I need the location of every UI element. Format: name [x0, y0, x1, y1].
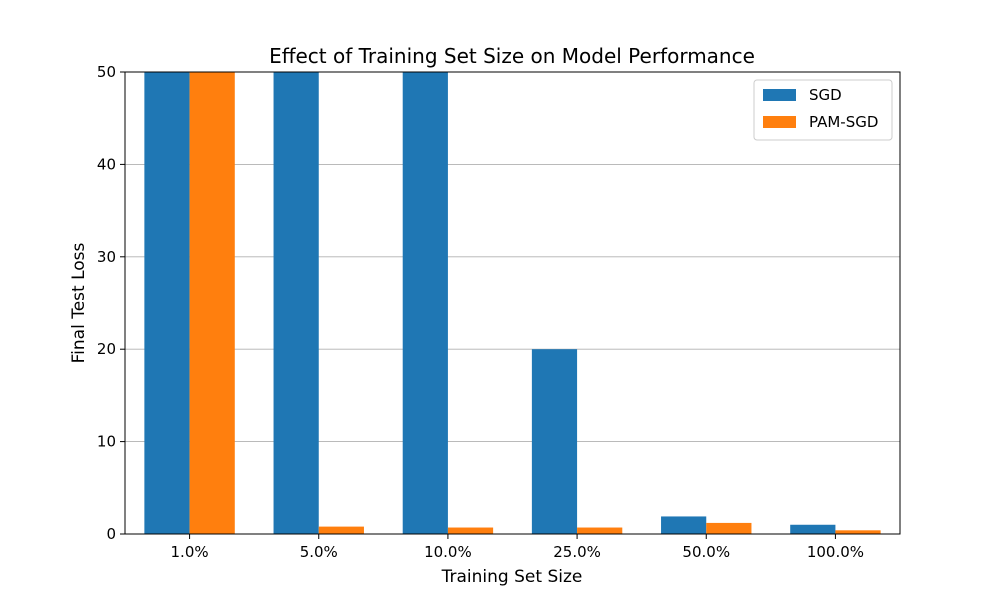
- bar-pam-sgd-25-0: [577, 527, 623, 534]
- x-tick-label-50-0: 50.0%: [682, 543, 730, 561]
- bar-sgd-10-0: [402, 72, 448, 534]
- bar-pam-sgd-1-0: [189, 72, 235, 534]
- legend-swatch-sgd: [763, 89, 796, 101]
- bar-pam-sgd-5-0: [318, 526, 364, 534]
- x-axis-label: Training Set Size: [441, 567, 583, 587]
- x-tick-label-25-0: 25.0%: [553, 543, 601, 561]
- legend: SGD PAM-SGD: [753, 79, 893, 141]
- x-axis-ticks: 1.0% 5.0% 10.0% 25.0% 50.0% 100.0%: [171, 534, 864, 561]
- chart-title: Effect of Training Set Size on Model Per…: [269, 44, 755, 68]
- bar-pam-sgd-100-0: [835, 530, 881, 534]
- legend-label-sgd: SGD: [809, 86, 842, 104]
- x-tick-label-100-0: 100.0%: [807, 543, 864, 561]
- legend-swatch-pam-sgd: [763, 116, 796, 128]
- bar-sgd-1-0: [144, 72, 190, 534]
- y-tick-label-30: 30: [97, 248, 116, 266]
- y-axis-label: Final Test Loss: [69, 242, 89, 363]
- bar-sgd-5-0: [273, 72, 319, 534]
- x-tick-label-10-0: 10.0%: [424, 543, 472, 561]
- bar-sgd-50-0: [661, 516, 707, 534]
- y-tick-label-40: 40: [97, 155, 116, 173]
- bars: [144, 72, 881, 534]
- bar-sgd-25-0: [531, 349, 578, 534]
- x-tick-label-1-0: 1.0%: [171, 543, 209, 561]
- bar-sgd-100-0: [790, 524, 836, 534]
- bar-pam-sgd-10-0: [447, 527, 494, 534]
- y-tick-label-50: 50: [97, 63, 116, 81]
- x-tick-label-5-0: 5.0%: [300, 543, 338, 561]
- y-tick-label-10: 10: [97, 433, 116, 451]
- bar-pam-sgd-50-0: [706, 522, 752, 534]
- y-axis-ticks: 0 10 20 30 40 50: [97, 63, 125, 543]
- y-tick-label-0: 0: [106, 525, 116, 543]
- legend-label-pam-sgd: PAM-SGD: [809, 113, 878, 131]
- grid-lines: [125, 163, 900, 443]
- y-tick-label-20: 20: [97, 340, 116, 358]
- plot-area-frame: [124, 71, 901, 535]
